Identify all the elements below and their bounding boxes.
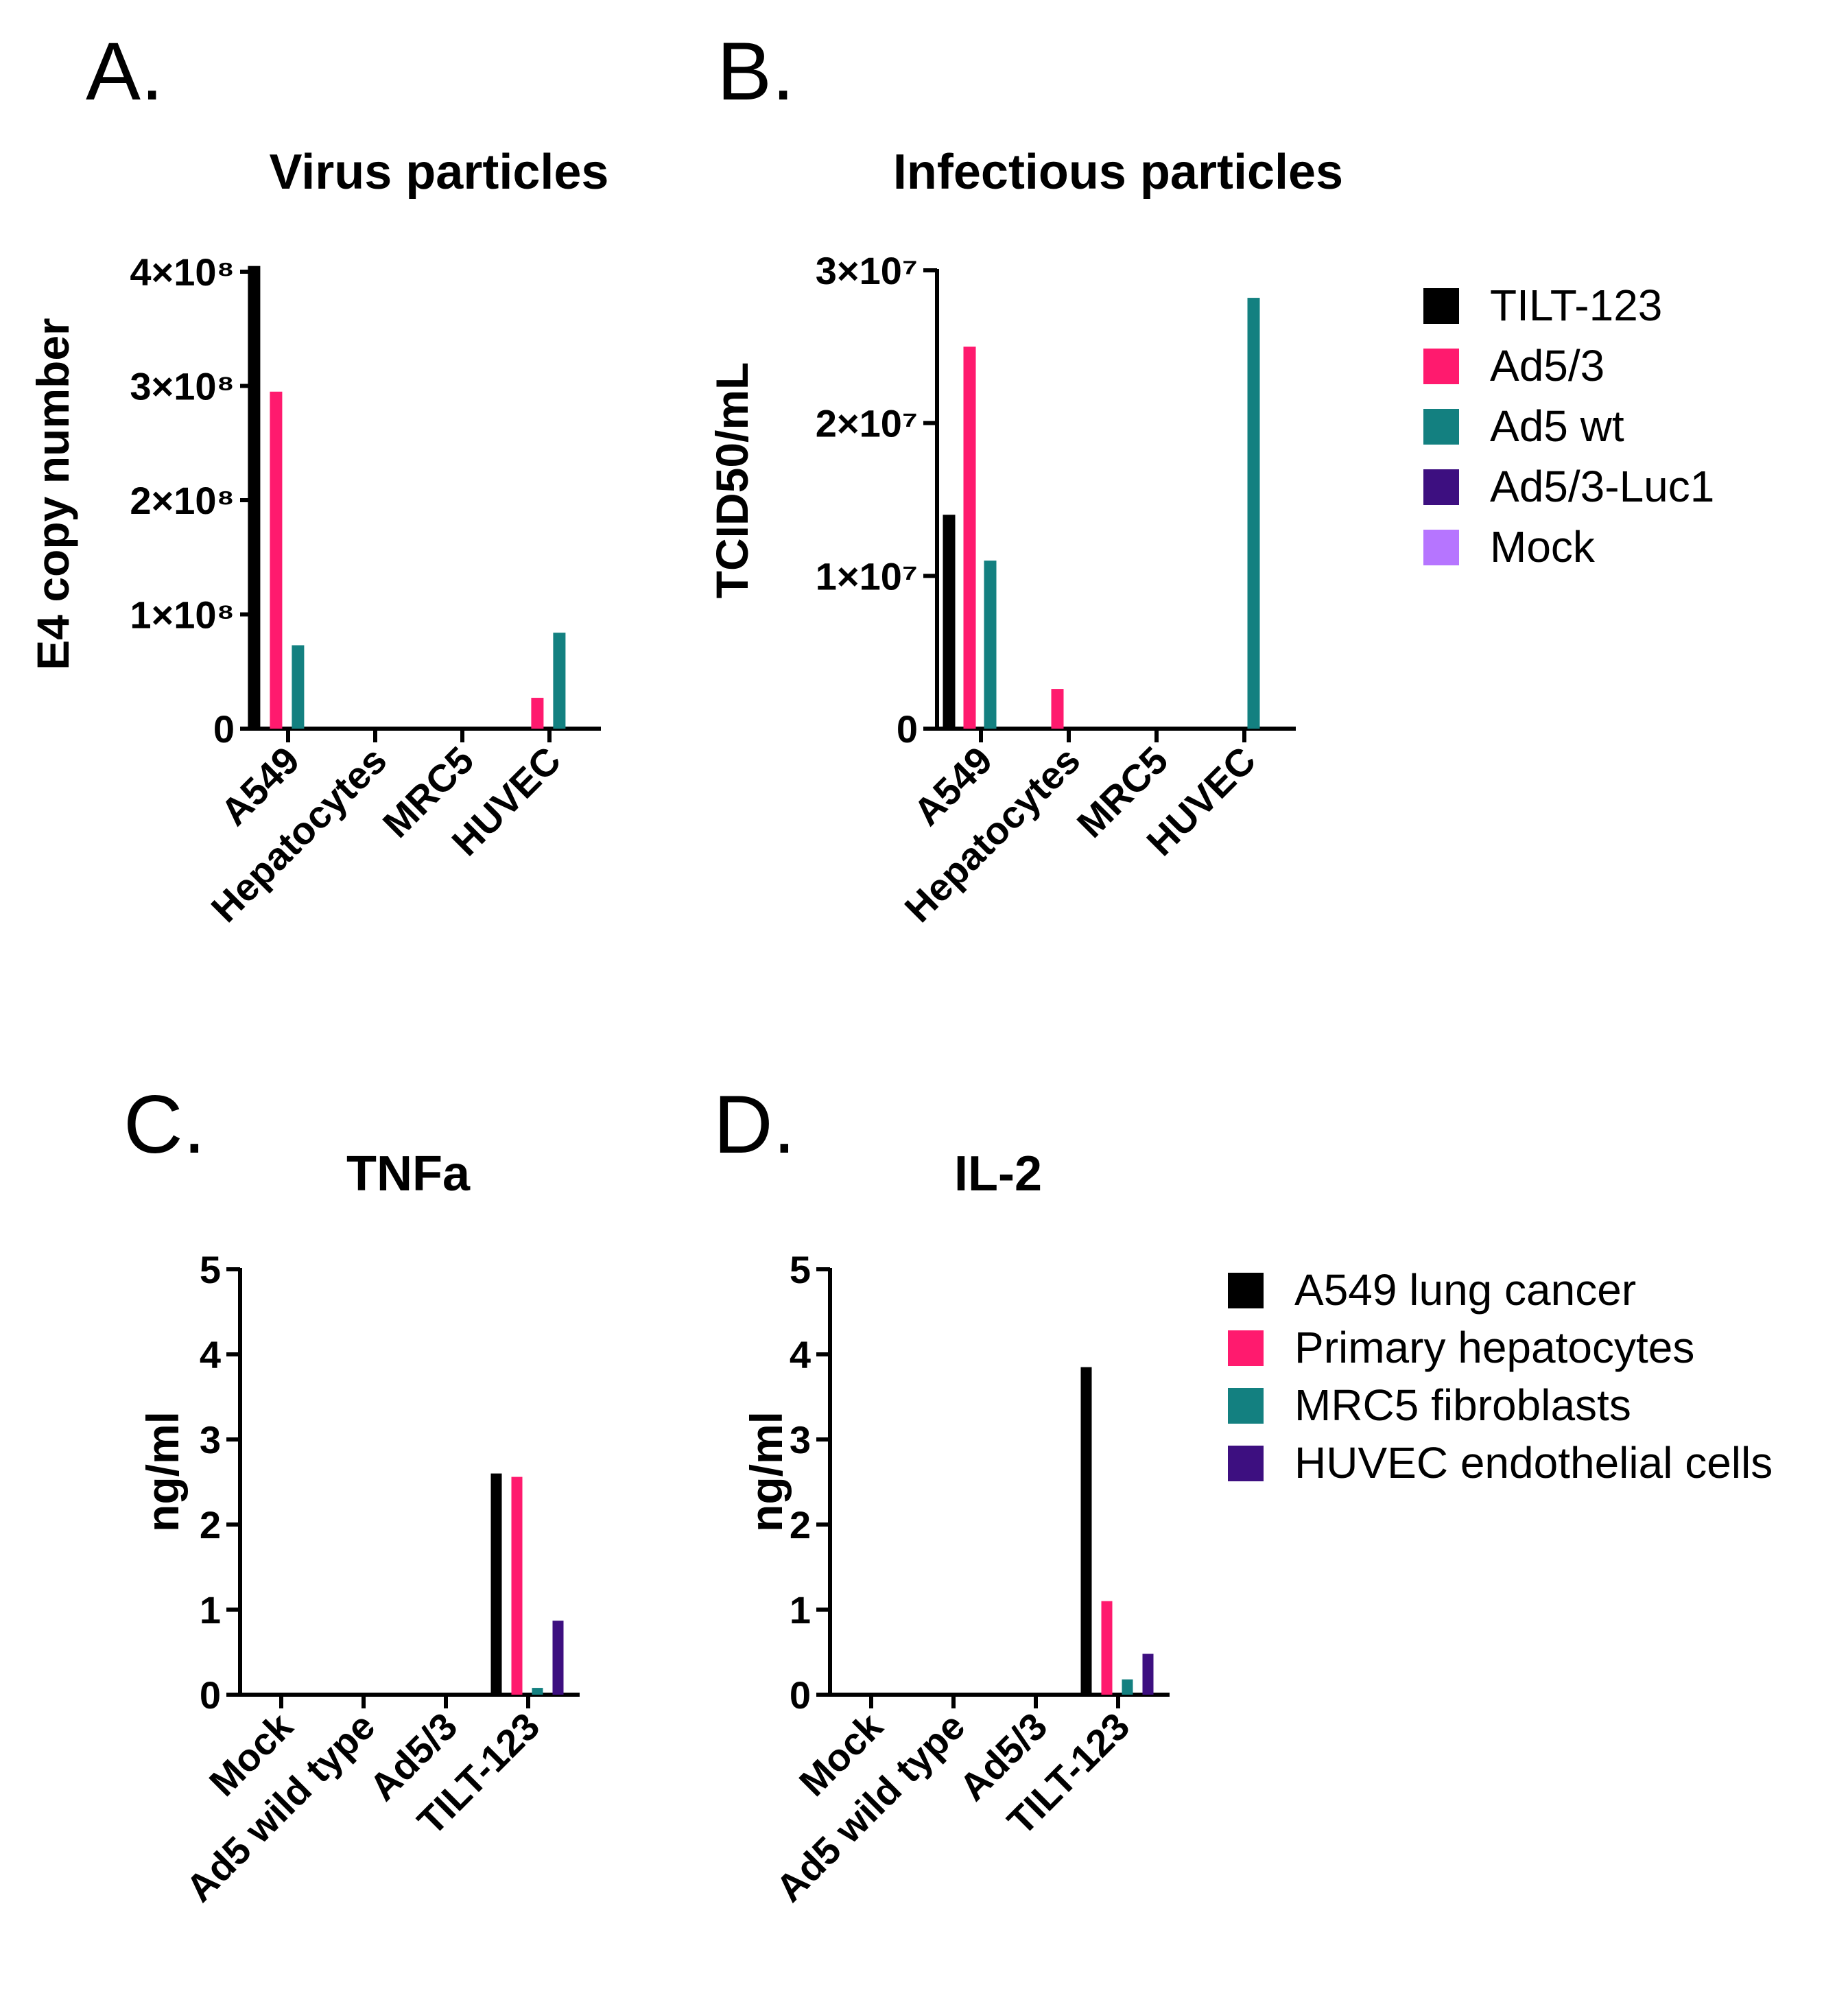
bar-ad5-wt-huvec (1247, 298, 1260, 729)
y-tick-label: 3×10⁷ (816, 249, 918, 292)
bar-ad5-wt-huvec (553, 633, 566, 729)
y-tick-label: 0 (213, 707, 235, 751)
bar-ad5-3-hepatocytes (1051, 689, 1064, 729)
y-tick-label: 3 (790, 1418, 811, 1461)
y-tick-label: 0 (790, 1673, 811, 1717)
legend-swatch-ad5-wt (1423, 409, 1459, 445)
bar-primary-hepatocytes-tilt-123 (511, 1477, 523, 1695)
chart-title-d: IL-2 (954, 1146, 1042, 1201)
legend-swatch-ad5-3 (1423, 349, 1459, 384)
y-tick-label: 4 (200, 1333, 221, 1376)
y-tick-label: 2×10⁸ (130, 479, 235, 522)
y-tick-label: 2 (200, 1503, 221, 1546)
y-axis-label-c: ng/ml (137, 1411, 188, 1532)
legend-swatch-primary-hepatocytes (1228, 1330, 1264, 1366)
y-tick-label: 2 (790, 1503, 811, 1546)
panel-letter-c: C. (123, 1079, 206, 1170)
bar-mrc5-fibroblasts-tilt-123 (1122, 1679, 1133, 1695)
legend-top: TILT-123 Ad5/3 Ad5 wt Ad5/3-Luc1 Mock (1423, 281, 1714, 572)
legend-label-a549-lung-cancer: A549 lung cancer (1294, 1265, 1636, 1315)
bar-ad5-wt-a549 (292, 645, 305, 729)
y-tick-label: 0 (897, 707, 918, 751)
legend-swatch-tilt-123 (1423, 288, 1459, 324)
chart-panel-a: A. Virus particles E4 copy number 0 1×10⁸… (27, 25, 608, 930)
chart-panel-b: B. Infectious particles TCID50/mL 0 1×10⁷… (707, 25, 1343, 930)
y-tick-label: 1 (200, 1588, 221, 1632)
legend-label-ad5-3: Ad5/3 (1490, 341, 1604, 390)
legend-bottom: A549 lung cancer Primary hepatocytes MRC5 … (1228, 1265, 1773, 1487)
chart-title-c: TNFa (346, 1146, 471, 1201)
bar-primary-hepatocytes-tilt-123 (1101, 1601, 1113, 1695)
bar-mrc5-fibroblasts-tilt-123 (532, 1688, 543, 1695)
legend-swatch-mrc5-fibroblasts (1228, 1388, 1264, 1424)
panel-letter-b: B. (717, 25, 794, 117)
bar-huvec-endothelial-cells-tilt-123 (1142, 1654, 1154, 1695)
y-tick-label: 1×10⁸ (130, 593, 235, 637)
bar-tilt-123-a549 (943, 515, 956, 729)
bar-ad5-3-huvec (531, 698, 544, 729)
legend-swatch-a549-lung-cancer (1228, 1273, 1264, 1308)
panel-letter-a: A. (86, 25, 163, 117)
legend-swatch-mock (1423, 530, 1459, 565)
y-tick-label: 1×10⁷ (816, 554, 918, 598)
y-tick-label: 5 (790, 1248, 811, 1291)
legend-label-primary-hepatocytes: Primary hepatocytes (1294, 1323, 1694, 1372)
legend-swatch-huvec-endothelial-cells (1228, 1446, 1264, 1481)
y-tick-label: 4×10⁸ (130, 250, 235, 294)
bar-ad5-wt-a549 (984, 561, 997, 729)
legend-swatch-ad5-3-luc1 (1423, 469, 1459, 505)
bar-huvec-endothelial-cells-tilt-123 (552, 1621, 564, 1695)
legend-label-ad5-3-luc1: Ad5/3-Luc1 (1490, 462, 1714, 511)
y-tick-label: 4 (790, 1333, 811, 1376)
y-axis-label-d: ng/ml (741, 1411, 792, 1532)
y-tick-label: 3×10⁸ (130, 365, 235, 408)
y-axis-label-b: TCID50/mL (707, 362, 757, 599)
y-tick-label: 3 (200, 1418, 221, 1461)
legend-label-huvec-endothelial-cells: HUVEC endothelial cells (1294, 1438, 1773, 1487)
y-tick-label: 2×10⁷ (816, 402, 918, 445)
y-axis-label-a: E4 copy number (27, 318, 78, 670)
legend-label-ad5-wt: Ad5 wt (1490, 401, 1624, 451)
chart-title-b: Infectious particles (893, 145, 1343, 200)
y-tick-label: 5 (200, 1248, 221, 1291)
legend-label-mock: Mock (1490, 522, 1596, 572)
legend-label-mrc5-fibroblasts: MRC5 fibroblasts (1294, 1380, 1631, 1430)
bar-ad5-3-a549 (963, 346, 976, 729)
chart-title-a: Virus particles (270, 145, 609, 200)
bar-a549-lung-cancer-tilt-123 (1080, 1367, 1092, 1695)
bar-a549-lung-cancer-tilt-123 (490, 1473, 502, 1695)
legend-label-tilt-123: TILT-123 (1490, 281, 1662, 330)
panel-letter-d: D. (713, 1079, 796, 1170)
y-tick-label: 0 (200, 1673, 221, 1717)
bar-ad5-3-a549 (270, 391, 283, 729)
y-tick-label: 1 (790, 1588, 811, 1632)
bar-tilt-123-a549 (248, 266, 261, 729)
